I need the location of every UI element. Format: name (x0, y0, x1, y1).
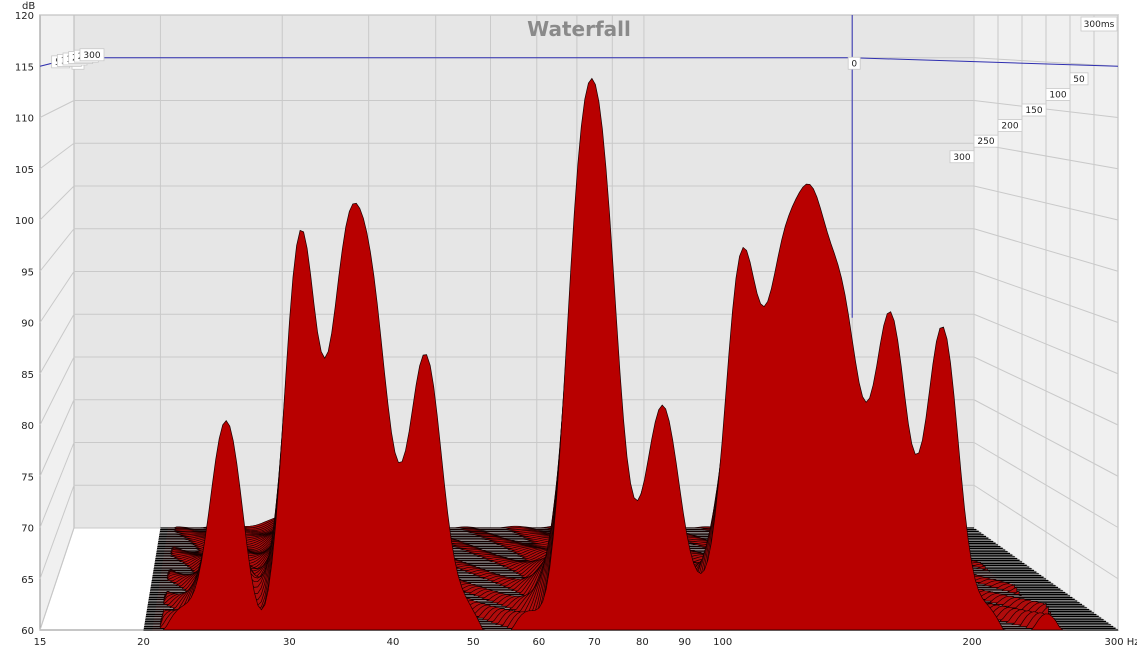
grid-line-y-side (39, 100, 75, 118)
time-tick-box (1069, 72, 1089, 86)
y-tick-label: 105 (15, 165, 34, 176)
x-tick-label: 30 (283, 637, 296, 648)
time-tick-box (79, 48, 105, 62)
y-tick-label: 100 (15, 216, 34, 227)
x-tick-label: 100 (713, 637, 732, 648)
time-tick-label: 150 (1025, 106, 1042, 116)
time-tick-label: 0 (851, 59, 857, 69)
waterfall-slice (152, 77, 1067, 631)
grid-line-y-side (39, 527, 75, 631)
time-tick-label: 250 (977, 137, 994, 147)
grid-line-y-side (39, 399, 75, 477)
y-tick-label: 80 (21, 421, 34, 432)
y-tick-label: 95 (21, 267, 34, 278)
y-axis-ticks: 60 65 70 75 80 85 90 95 100 105 110 115 120 (15, 11, 34, 637)
y-tick-label: 120 (15, 11, 34, 22)
x-tick-label: 90 (678, 637, 691, 648)
grid-line-y-side (39, 185, 75, 221)
time-unit-label: 300ms (1084, 20, 1115, 30)
grid-line-y-side (39, 271, 75, 323)
x-tick-label: 60 (532, 637, 545, 648)
time-tick-label: 300 (83, 51, 100, 61)
grid-line-y-side (39, 442, 75, 528)
x-tick-label: 80 (636, 637, 649, 648)
time-tick-box (949, 150, 975, 164)
x-tick-label: 300 Hz (1104, 637, 1137, 648)
chart-title: Waterfall (527, 17, 631, 41)
time-tick-box (973, 134, 999, 148)
x-axis-ticks: 15 20 30 40 50 60 70 80 90 100 200 300 Hz (34, 637, 1137, 648)
grid-line-y-side (39, 228, 75, 272)
time-tick-box (847, 56, 861, 70)
time-axis-ticks: 050100150200250300050100150200250300 (51, 48, 1089, 164)
grid-line-y-side (39, 314, 75, 374)
grid-line-y-side (39, 356, 75, 426)
waterfall-slices (152, 77, 1067, 631)
y-tick-label: 60 (21, 626, 34, 637)
x-tick-label: 200 (963, 637, 982, 648)
time-tick-label: 300 (953, 153, 970, 163)
x-tick-label: 20 (137, 637, 150, 648)
grid-line-y-side (39, 142, 75, 170)
time-tick-box (1045, 88, 1071, 101)
y-tick-label: 110 (15, 114, 34, 125)
x-tick-label: 15 (34, 637, 47, 648)
time-tick-label: 100 (1049, 90, 1066, 100)
y-tick-label: 85 (21, 370, 34, 381)
y-tick-label: 90 (21, 319, 34, 330)
y-tick-label: 65 (21, 575, 34, 586)
x-tick-label: 50 (467, 637, 480, 648)
time-tick-label: 50 (1073, 75, 1085, 85)
time-tick-label: 200 (1001, 122, 1018, 132)
x-tick-label: 40 (387, 637, 400, 648)
y-axis-unit: dB (22, 1, 35, 12)
y-tick-label: 70 (21, 524, 34, 535)
marker-line (852, 57, 1119, 67)
x-tick-label: 70 (588, 637, 601, 648)
y-tick-label: 115 (15, 62, 34, 73)
y-tick-label: 75 (21, 472, 34, 483)
grid-line-y-side (39, 485, 75, 579)
time-unit-box: 300ms (1080, 16, 1118, 32)
time-tick-box (997, 119, 1023, 132)
time-tick-box (1021, 103, 1047, 117)
